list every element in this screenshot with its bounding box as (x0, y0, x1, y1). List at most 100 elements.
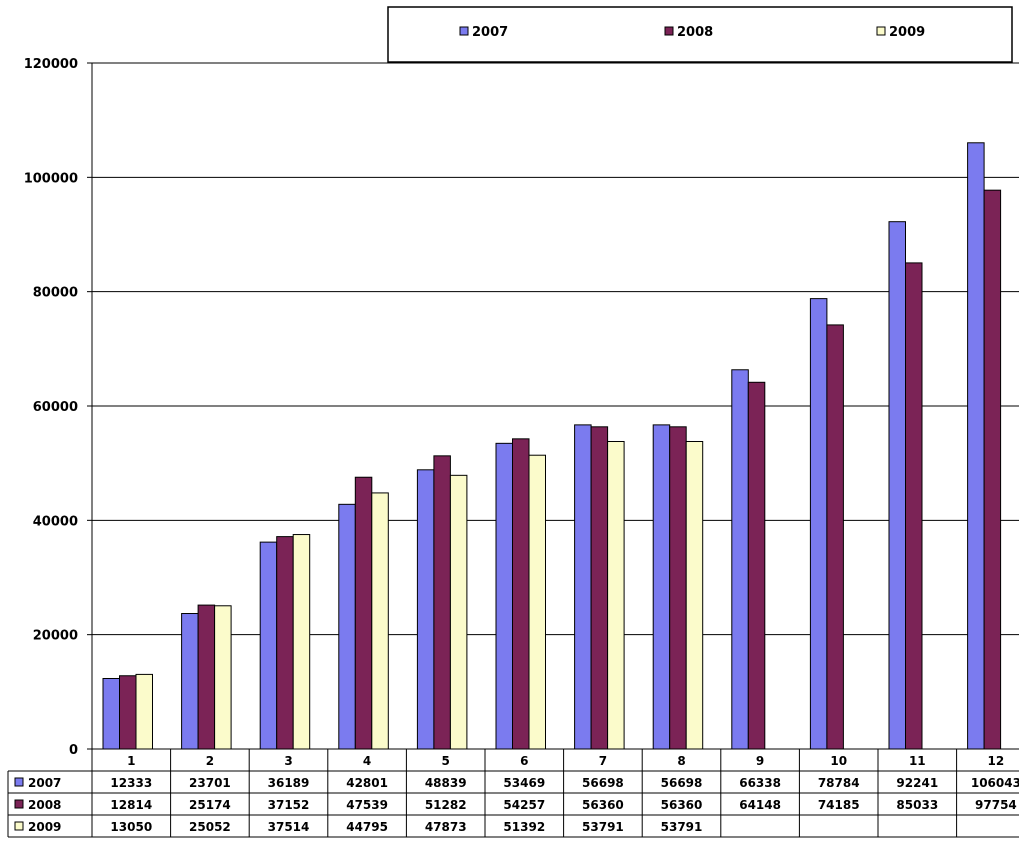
bar-2007-7 (574, 424, 592, 750)
data-label: 47873 (425, 820, 467, 834)
x-category-label: 8 (677, 754, 685, 768)
bar-2007-9 (731, 369, 749, 750)
bar-2007-3 (259, 541, 278, 750)
table-legend-key (14, 777, 24, 787)
bar-2008-6 (512, 438, 530, 750)
bar-2007-6 (495, 442, 513, 750)
data-label: 12333 (110, 776, 152, 790)
bar-2008-1 (119, 675, 137, 750)
axes (87, 62, 1019, 750)
data-label: 42801 (346, 776, 388, 790)
bar-2008-5 (433, 455, 451, 750)
y-tick-label: 120000 (24, 57, 78, 72)
y-tick-label: 100000 (24, 171, 78, 186)
bar-2009-2 (214, 605, 232, 750)
legend-label: 2007 (472, 25, 508, 40)
gridlines (92, 62, 1019, 636)
y-tick-label: 80000 (33, 286, 78, 301)
data-label: 66338 (739, 776, 781, 790)
table-legend-key (14, 799, 24, 809)
x-category-label: 3 (284, 754, 292, 768)
bar-2009-1 (135, 673, 153, 750)
data-label: 78784 (818, 776, 860, 790)
legend-label: 2008 (677, 25, 713, 40)
data-label: 25052 (189, 820, 231, 834)
x-category-label: 4 (363, 754, 371, 768)
data-label: 53791 (582, 820, 624, 834)
x-category-label: 9 (756, 754, 764, 768)
x-category-label: 11 (909, 754, 926, 768)
legend-swatch-2007 (459, 26, 469, 36)
data-label: 56698 (661, 776, 703, 790)
data-label: 51392 (503, 820, 545, 834)
bars (102, 142, 1002, 750)
bar-2007-8 (652, 424, 671, 750)
data-label: 25174 (189, 798, 231, 812)
data-label: 37152 (268, 798, 310, 812)
data-label: 23701 (189, 776, 231, 790)
bar-2008-9 (747, 381, 766, 750)
legend-label: 2009 (889, 25, 925, 40)
bar-2009-4 (371, 492, 389, 750)
x-category-label: 2 (206, 754, 214, 768)
y-tick-label: 20000 (33, 629, 78, 644)
bar-2008-8 (669, 426, 687, 750)
data-label: 13050 (110, 820, 152, 834)
x-category-label: 12 (988, 754, 1005, 768)
table-legend-key (14, 821, 24, 831)
bar-2009-8 (685, 440, 704, 750)
bar-2007-5 (416, 469, 435, 750)
bar-2009-5 (449, 474, 468, 750)
data-label: 54257 (503, 798, 545, 812)
bar-2009-3 (292, 534, 311, 750)
data-label: 56360 (661, 798, 703, 812)
data-label: 53469 (503, 776, 545, 790)
data-label: 97754 (975, 798, 1017, 812)
bar-2007-12 (967, 142, 985, 750)
data-label: 106043 (971, 776, 1019, 790)
bar-2008-2 (197, 604, 216, 750)
x-category-label: 10 (830, 754, 847, 768)
x-category-label: 1 (127, 754, 135, 768)
table-series-name: 2009 (28, 820, 61, 834)
x-category-label: 6 (520, 754, 528, 768)
bar-2009-7 (607, 440, 625, 750)
bar-2008-11 (905, 262, 923, 750)
bar-2008-12 (983, 189, 1002, 750)
data-label: 48839 (425, 776, 467, 790)
bar-2007-4 (338, 503, 356, 750)
x-category-label: 5 (442, 754, 450, 768)
y-tick-label: 40000 (33, 514, 78, 529)
data-label: 37514 (268, 820, 310, 834)
data-label: 12814 (110, 798, 152, 812)
bar-2007-2 (181, 613, 199, 750)
legend-swatch-2008 (664, 26, 674, 36)
table-series-name: 2008 (28, 798, 61, 812)
data-label: 36189 (268, 776, 310, 790)
bar-2007-11 (888, 221, 906, 750)
bar-2007-1 (102, 677, 120, 750)
data-label: 56360 (582, 798, 624, 812)
data-label: 92241 (896, 776, 938, 790)
data-label: 64148 (739, 798, 781, 812)
bar-2007-10 (809, 298, 828, 750)
data-label: 74185 (818, 798, 860, 812)
bar-2009-6 (528, 454, 546, 750)
data-label: 51282 (425, 798, 467, 812)
y-tick-label: 60000 (33, 400, 78, 415)
legend: 2007 2008 2009 (387, 6, 1013, 63)
legend-swatch-2009 (876, 26, 886, 36)
data-label: 56698 (582, 776, 624, 790)
x-category-label: 7 (599, 754, 607, 768)
data-label: 47539 (346, 798, 388, 812)
bar-2008-7 (590, 426, 609, 750)
bar-2008-10 (826, 324, 844, 750)
data-label: 53791 (661, 820, 703, 834)
bar-2008-4 (354, 476, 373, 750)
data-label: 44795 (346, 820, 388, 834)
data-label: 85033 (896, 798, 938, 812)
y-axis-ticks: 0 20000 40000 60000 80000 100000 120000 (24, 57, 78, 758)
y-tick-label: 0 (69, 743, 78, 758)
